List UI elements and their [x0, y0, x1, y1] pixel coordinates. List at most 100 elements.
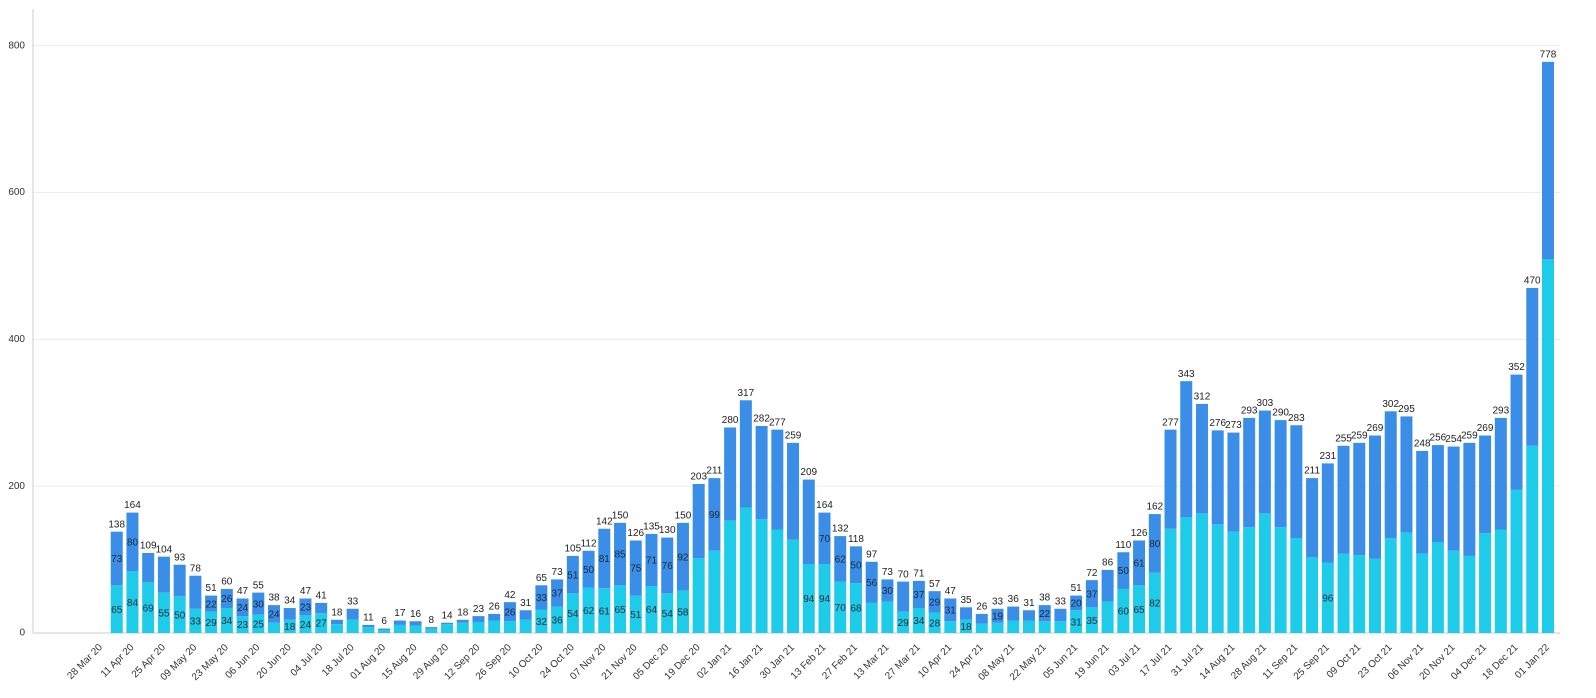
bar-segment [551, 606, 564, 633]
total-label: 110 [1115, 540, 1131, 551]
bar-segment [865, 561, 878, 603]
segment-label: 29 [898, 618, 910, 629]
bar-segment [126, 571, 139, 633]
bar-segment [1070, 610, 1083, 633]
bar-segment [991, 608, 1004, 623]
total-label: 51 [1071, 583, 1083, 594]
bar-segment [739, 400, 752, 508]
bar-segment [330, 624, 343, 633]
bar-segment [614, 522, 627, 586]
bar-segment [1227, 432, 1240, 532]
bar-segment [849, 546, 862, 584]
bar-segment [1526, 445, 1539, 633]
segment-label: 50 [174, 610, 186, 621]
bar-segment [220, 608, 233, 633]
total-label: 104 [156, 544, 173, 555]
bar-segment [535, 585, 548, 610]
total-label: 18 [457, 607, 469, 618]
x-tick-label: 19 Jun 21 [1073, 642, 1112, 681]
segment-label: 27 [316, 619, 328, 630]
segment-label: 29 [929, 597, 941, 608]
total-label: 231 [1319, 451, 1336, 462]
bar-segment [1447, 446, 1460, 551]
total-label: 105 [565, 544, 582, 555]
bar-segment [110, 585, 123, 633]
total-label: 470 [1524, 276, 1541, 287]
segment-label: 65 [111, 605, 123, 616]
total-label: 126 [627, 528, 644, 539]
bar-segment [1416, 450, 1429, 554]
x-tick-label: 04 Jul 20 [289, 642, 326, 679]
bar-segment [818, 512, 831, 564]
segment-label: 54 [567, 609, 579, 620]
bar-segment [849, 583, 862, 633]
bar-segment [582, 587, 595, 633]
segment-label: 37 [1086, 589, 1098, 600]
bar-segment [1290, 425, 1303, 539]
segment-label: 24 [268, 610, 280, 621]
total-label: 73 [882, 567, 894, 578]
segment-label: 30 [253, 599, 265, 610]
segment-label: 50 [1118, 566, 1130, 577]
total-label: 26 [489, 602, 501, 613]
total-label: 35 [960, 595, 972, 606]
bar-segment [802, 563, 815, 633]
bar-segment [944, 621, 957, 633]
total-label: 164 [816, 500, 833, 511]
bar-segment [1463, 555, 1476, 633]
segment-label: 18 [960, 622, 972, 633]
total-label: 290 [1272, 408, 1289, 419]
total-label: 256 [1430, 433, 1447, 444]
bar-segment [346, 619, 359, 633]
segment-label: 20 [1071, 599, 1083, 610]
bar-segment [1164, 528, 1177, 633]
bar-segment [708, 478, 721, 551]
bar-segment [1321, 463, 1334, 563]
segment-label: 62 [583, 606, 595, 617]
segment-label: 62 [835, 554, 847, 565]
bar-segment [1085, 580, 1098, 608]
bar-segment [1227, 531, 1240, 633]
bar-segment [330, 619, 343, 625]
total-label: 6 [381, 616, 387, 627]
bar-segment [865, 602, 878, 633]
bar-segment [1431, 445, 1444, 542]
segment-label: 94 [819, 594, 831, 605]
total-label: 150 [612, 511, 629, 522]
total-label: 273 [1225, 420, 1242, 431]
segment-label: 99 [709, 510, 721, 521]
y-tick-label: 800 [8, 40, 25, 51]
bar-segment [315, 613, 328, 633]
bar-segment [897, 581, 910, 612]
bar-segment [1148, 514, 1161, 573]
total-label: 277 [1162, 417, 1179, 428]
total-label: 132 [832, 524, 849, 535]
bar-segment [975, 623, 988, 633]
total-label: 42 [504, 590, 516, 601]
bar-segment [283, 619, 296, 633]
segment-label: 96 [1322, 593, 1334, 604]
bar-segment [1022, 620, 1035, 633]
y-tick-label: 0 [19, 628, 25, 639]
segment-label: 28 [929, 618, 941, 629]
segment-label: 22 [1039, 609, 1051, 620]
bar-segment [268, 605, 281, 623]
total-label: 11 [363, 613, 374, 624]
bar-segment [708, 550, 721, 633]
bar-segment [645, 533, 658, 587]
y-tick-label: 400 [8, 334, 25, 345]
bar-segment [1400, 532, 1413, 633]
bar-segment [441, 622, 454, 625]
bar-segment [1258, 410, 1271, 514]
bar-segment [661, 593, 674, 633]
total-label: 259 [785, 431, 802, 442]
segment-label: 37 [552, 589, 564, 600]
bar-segment [1164, 429, 1177, 529]
total-label: 302 [1382, 399, 1399, 410]
total-label: 14 [441, 610, 453, 621]
segment-label: 33 [536, 593, 548, 604]
bar-segment [1321, 562, 1334, 633]
bar-segment [236, 598, 249, 617]
total-label: 269 [1367, 423, 1384, 434]
bar-segment [346, 608, 359, 620]
